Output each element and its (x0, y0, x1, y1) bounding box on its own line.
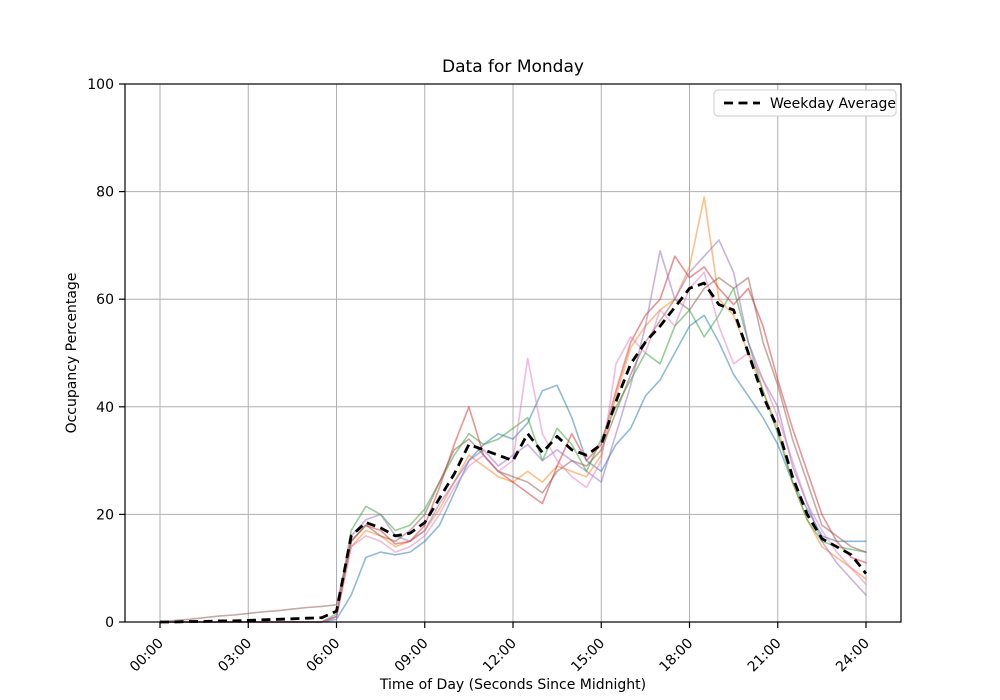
x-tick-label: 12:00 (480, 636, 520, 676)
x-tick-label: 09:00 (392, 636, 432, 676)
y-tick-label: 20 (96, 507, 114, 523)
x-tick-label: 00:00 (127, 636, 167, 676)
legend-box (713, 89, 897, 117)
legend: Weekday Average (713, 89, 897, 117)
x-tick-label: 18:00 (656, 636, 696, 676)
x-tick-label: 21:00 (745, 636, 785, 676)
y-tick-label: 80 (96, 185, 114, 201)
x-tick-label: 03:00 (215, 636, 255, 676)
x-tick-label: 15:00 (568, 636, 608, 676)
axes-spines (124, 83, 902, 623)
weekday-average-line (160, 281, 868, 624)
y-axis-label: Occupancy Percentage (64, 273, 80, 434)
y-tick-label: 60 (96, 292, 114, 308)
x-axis-label: Time of Day (Seconds Since Midnight) (379, 677, 646, 693)
average-line (160, 281, 868, 624)
x-tick-label: 06:00 (303, 636, 343, 676)
grid-lines (125, 83, 901, 623)
y-tick-label: 0 (105, 615, 114, 631)
y-tick-label: 100 (87, 77, 114, 93)
x-tick-label: 24:00 (833, 636, 873, 676)
legend-label: Weekday Average (770, 96, 896, 112)
y-tick-label: 40 (96, 400, 114, 416)
day-line-series-6 (159, 276, 867, 623)
chart-title: Data for Monday (442, 57, 584, 77)
